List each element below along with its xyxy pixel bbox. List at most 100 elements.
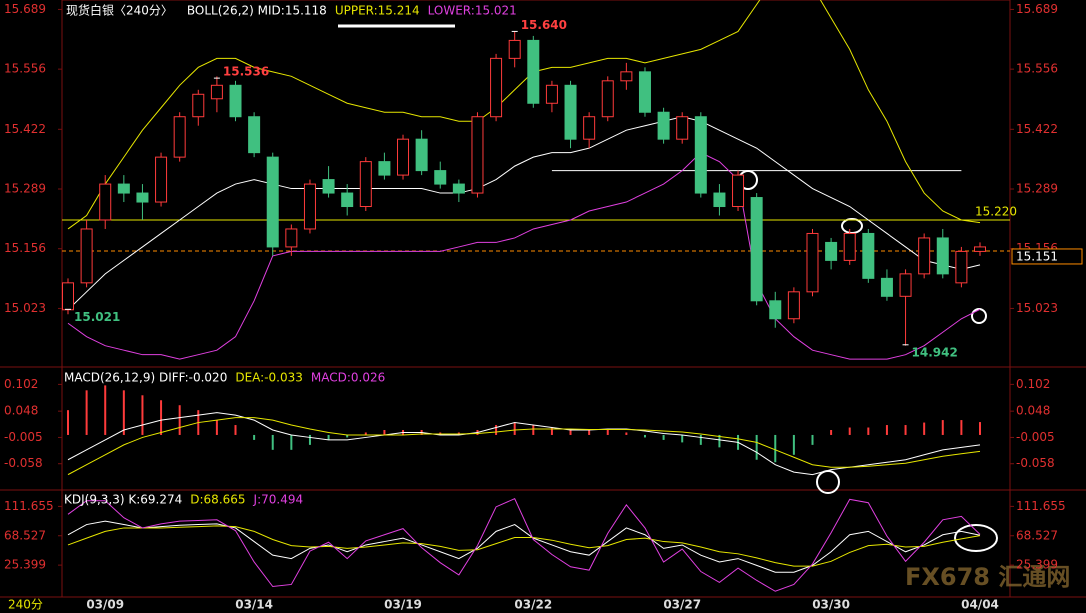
indicator-line [67, 520, 981, 573]
candle-body [955, 250, 968, 284]
candle-body [657, 111, 670, 140]
x-tick-label: 03/22 [514, 598, 552, 612]
y-tick-label: 0.102 [1016, 377, 1050, 391]
candle-body [415, 138, 428, 172]
x-tick-label: 03/27 [663, 598, 701, 612]
price-box [1011, 248, 1083, 265]
candle-body [787, 291, 800, 320]
y-tick-label: 15.289 [1016, 182, 1058, 196]
candle-body [564, 84, 577, 140]
candle-body [583, 116, 596, 140]
candle-body [99, 183, 112, 221]
panel [62, 0, 1010, 360]
panel [67, 385, 981, 476]
candle-body [713, 192, 726, 208]
candle-body [527, 39, 540, 104]
candle-body [545, 84, 558, 104]
y-tick-label: 15.023 [1016, 301, 1058, 315]
indicator-line [67, 525, 981, 567]
candle-body [322, 179, 335, 194]
candle-body [676, 116, 689, 140]
price-label: 15.151 [1016, 249, 1058, 263]
candle-body [378, 161, 391, 176]
candle-body [303, 183, 316, 230]
x-tick-label: 03/30 [812, 598, 850, 612]
candle-body [694, 116, 707, 194]
candle-body [843, 232, 856, 261]
indicator-line [67, 412, 981, 476]
x-tick-label: 03/14 [235, 598, 273, 612]
candle-body [862, 232, 875, 279]
candle-body [638, 71, 651, 113]
candle-body [341, 192, 354, 208]
y-tick-label: 0.102 [4, 377, 38, 391]
legend-entry: D:68.665 [190, 493, 245, 507]
y-tick-label: 15.689 [1016, 2, 1058, 16]
indicator-line [67, 152, 981, 360]
candle-body [210, 84, 223, 100]
candle-body [136, 192, 149, 203]
x-tick-label: 04/04 [961, 598, 999, 612]
candle-body [899, 273, 912, 297]
highlight-circle [971, 308, 987, 324]
x-tick-label: 03/19 [384, 598, 422, 612]
y-tick-label: 15.556 [4, 62, 46, 76]
y-tick-label: 68.527 [1016, 528, 1058, 542]
x-tick-label: 03/09 [86, 598, 124, 612]
y-tick-label: 25.399 [1016, 558, 1058, 572]
level-label: 15.220 [975, 204, 1017, 218]
legend-entry: J:70.494 [253, 493, 304, 507]
candle-body [601, 80, 614, 118]
y-tick-label: 15.289 [4, 182, 46, 196]
candle-body [620, 71, 633, 82]
y-tick-label: 0.048 [4, 404, 38, 418]
candle-body [248, 116, 261, 154]
y-tick-label: 15.023 [4, 301, 46, 315]
candle-body [229, 84, 242, 118]
legend-entry: KDJ(9,3,3) K:69.274 [64, 493, 182, 507]
candle-body [490, 57, 503, 118]
period-label: 240分 [8, 598, 43, 612]
y-tick-label: 111.655 [4, 499, 54, 513]
y-tick-label: 68.527 [4, 528, 46, 542]
candle-body [806, 232, 819, 293]
candle-body [880, 277, 893, 297]
candle-body [434, 170, 447, 185]
legend-entry: MACD(26,12,9) DIFF:-0.020 [64, 371, 227, 385]
y-tick-label: 0.048 [1016, 404, 1050, 418]
y-tick-label: -0.005 [4, 430, 43, 444]
indicator-line [67, 498, 981, 592]
candle-body [452, 183, 465, 194]
price-annotation: 15.640 [521, 18, 567, 32]
candle-body [918, 237, 931, 275]
candle-body [173, 116, 186, 158]
indicator-line [67, 0, 981, 230]
candle-body [80, 228, 93, 284]
indicator-line [67, 116, 981, 311]
legend-entry: MACD:0.026 [311, 371, 385, 385]
candle-body [750, 197, 763, 302]
y-tick-label: 15.422 [1016, 122, 1058, 136]
watermark: FX678 汇通网 [905, 563, 1070, 591]
y-tick-label: -0.058 [4, 456, 43, 470]
candle-body [285, 228, 298, 248]
price-annotation: 15.536 [223, 65, 269, 79]
y-tick-label: -0.058 [1016, 456, 1055, 470]
candle-body [117, 183, 130, 194]
y-tick-label: 15.422 [4, 122, 46, 136]
panel [67, 498, 981, 592]
candle-body [974, 246, 986, 252]
candle-body [936, 237, 949, 275]
highlight-circle [841, 218, 863, 234]
candle-body [62, 282, 74, 311]
candle-body [732, 174, 745, 208]
candle-body [508, 39, 521, 59]
candle-body [266, 156, 279, 248]
legend-entry: UPPER:15.214 [335, 4, 420, 18]
candle-body [397, 138, 410, 176]
candle-body [359, 161, 372, 208]
candle-body [155, 156, 168, 203]
y-tick-label: -0.005 [1016, 430, 1055, 444]
